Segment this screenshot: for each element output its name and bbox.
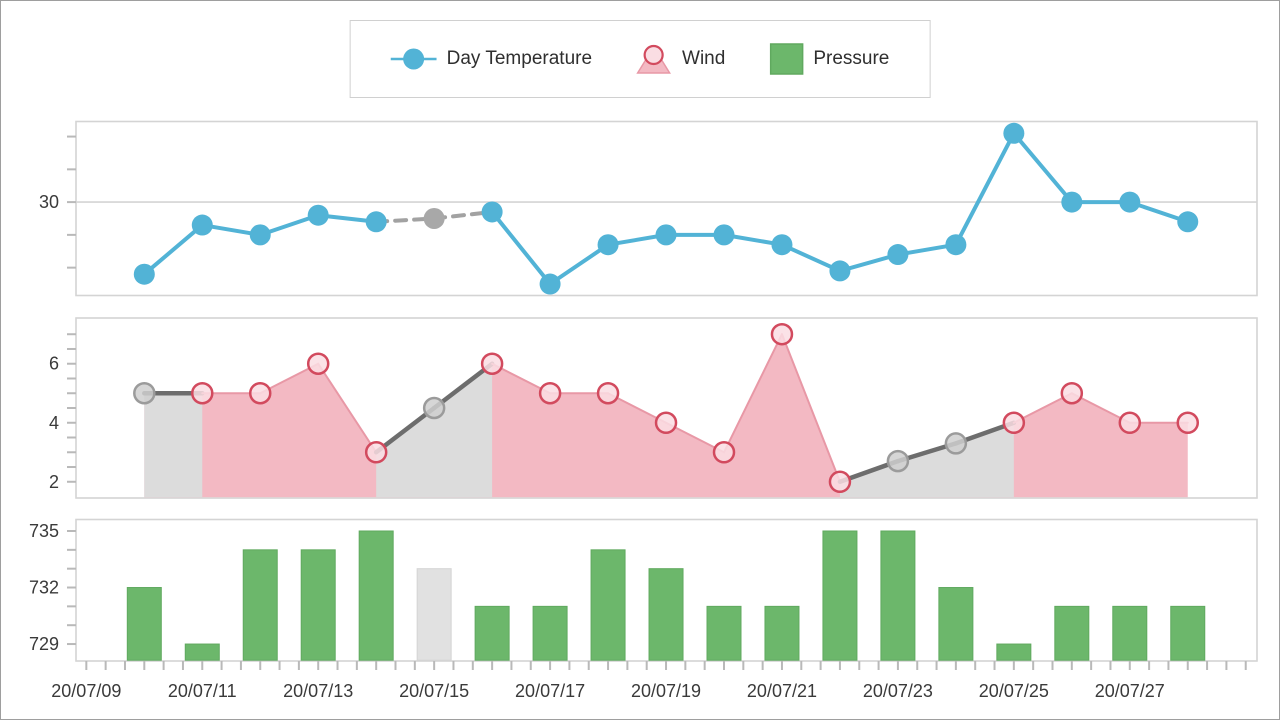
pressure-bar-20/07/18[interactable] — [590, 549, 626, 661]
pressure-bar-20/07/24[interactable] — [938, 587, 974, 661]
pressure-bar-20/07/15[interactable] — [416, 568, 452, 661]
wind-axis-label: 2 — [49, 472, 59, 492]
pressure-bar-20/07/27[interactable] — [1112, 605, 1148, 661]
x-axis-label: 20/07/21 — [747, 681, 817, 701]
pressure-bar-20/07/10[interactable] — [126, 587, 162, 661]
pressure-axis-label: 735 — [29, 521, 59, 541]
x-axis-label: 20/07/11 — [168, 681, 237, 701]
square-marker-icon — [769, 43, 804, 75]
legend-label: Wind — [682, 48, 726, 69]
x-axis-label: 20/07/13 — [283, 681, 353, 701]
pressure-bar-20/07/26[interactable] — [1054, 605, 1090, 661]
x-axis-label: 20/07/15 — [399, 681, 469, 701]
wind-series[interactable] — [133, 322, 1200, 498]
x-axis-label: 20/07/23 — [863, 681, 933, 701]
wind-point-20/07/25[interactable] — [1002, 411, 1026, 435]
wind-area-estimated — [144, 393, 203, 498]
wind-point-20/07/22[interactable] — [828, 470, 852, 494]
legend-item-pressure[interactable]: Pressure — [769, 43, 889, 75]
temperature-point-20/07/15[interactable] — [423, 207, 445, 229]
x-axis-label: 20/07/19 — [631, 681, 701, 701]
temperature-point-20/07/14[interactable] — [365, 211, 387, 233]
temperature-point-20/07/12[interactable] — [249, 224, 271, 246]
temperature-axis-label: 30 — [39, 192, 59, 212]
temperature-pane: 30 — [39, 120, 1258, 297]
pressure-bar-20/07/23[interactable] — [880, 530, 916, 661]
pressure-bar-20/07/17[interactable] — [532, 605, 568, 661]
pressure-pane: 735 732 729 — [29, 518, 1258, 662]
triangle-circle-marker-icon — [636, 44, 672, 75]
pressure-bar-20/07/14[interactable] — [358, 530, 394, 661]
temperature-series[interactable] — [133, 122, 1199, 295]
x-axis-label: 20/07/25 — [979, 681, 1049, 701]
pressure-bar-20/07/21[interactable] — [764, 605, 800, 661]
pressure-axis-label: 729 — [29, 634, 59, 654]
legend-item-temperature[interactable]: Day Temperature — [390, 47, 593, 71]
temperature-point-20/07/25[interactable] — [1003, 122, 1025, 144]
pressure-bar-20/07/16[interactable] — [474, 605, 510, 661]
wind-point-20/07/24[interactable] — [944, 432, 968, 455]
wind-point-20/07/14[interactable] — [364, 441, 388, 464]
pressure-bar-20/07/25[interactable] — [996, 643, 1032, 661]
temperature-point-20/07/27[interactable] — [1119, 191, 1141, 213]
pressure-bar-20/07/20[interactable] — [706, 605, 742, 661]
wind-point-20/07/19[interactable] — [654, 411, 678, 435]
wind-point-20/07/16[interactable] — [480, 352, 504, 375]
temperature-point-20/07/13[interactable] — [307, 204, 329, 226]
x-axis-label: 20/07/09 — [51, 681, 121, 701]
wind-pane: 6 4 2 — [49, 317, 1258, 499]
legend-label: Day Temperature — [446, 48, 593, 69]
temperature-point-20/07/22[interactable] — [829, 260, 851, 282]
wind-point-20/07/27[interactable] — [1118, 411, 1142, 435]
wind-point-20/07/23[interactable] — [886, 449, 910, 473]
chart-legend: Day Temperature Wind Pressure — [349, 20, 931, 98]
pressure-bar-20/07/28[interactable] — [1170, 605, 1206, 661]
temperature-point-20/07/21[interactable] — [771, 234, 793, 256]
x-axis-label: 20/07/27 — [1095, 681, 1165, 701]
wind-area-estimated — [376, 363, 493, 498]
pressure-axis-label: 732 — [29, 578, 59, 598]
wind-point-20/07/13[interactable] — [306, 352, 330, 375]
legend-label: Pressure — [813, 48, 890, 69]
pressure-bar-20/07/12[interactable] — [242, 549, 278, 661]
temperature-point-20/07/17[interactable] — [539, 273, 561, 295]
temperature-point-20/07/24[interactable] — [945, 234, 967, 256]
temperature-point-20/07/11[interactable] — [191, 214, 213, 236]
pressure-series[interactable] — [126, 530, 1206, 661]
pressure-bar-20/07/22[interactable] — [822, 530, 858, 661]
wind-point-20/07/12[interactable] — [248, 381, 272, 405]
temperature-point-20/07/10[interactable] — [133, 263, 155, 285]
wind-axis-label: 4 — [49, 413, 59, 433]
wind-point-20/07/26[interactable] — [1060, 381, 1084, 405]
wind-point-20/07/18[interactable] — [596, 381, 620, 405]
wind-point-20/07/15[interactable] — [422, 396, 446, 420]
temperature-point-20/07/18[interactable] — [597, 234, 619, 256]
temperature-point-20/07/20[interactable] — [713, 224, 735, 246]
wind-axis-label: 6 — [49, 354, 59, 374]
wind-point-20/07/11[interactable] — [191, 381, 214, 405]
wind-point-20/07/10[interactable] — [133, 381, 156, 405]
legend-item-wind[interactable]: Wind — [636, 44, 725, 75]
x-axis: 20/07/09 20/07/11 20/07/13 20/07/15 20/07/17… — [51, 661, 1247, 701]
wind-point-20/07/20[interactable] — [712, 441, 736, 464]
temperature-point-20/07/19[interactable] — [655, 224, 677, 246]
temperature-point-20/07/26[interactable] — [1061, 191, 1083, 213]
temperature-point-20/07/28[interactable] — [1177, 211, 1199, 233]
pressure-bar-20/07/11[interactable] — [184, 643, 220, 661]
pressure-bar-20/07/19[interactable] — [648, 568, 684, 661]
temperature-point-20/07/23[interactable] — [887, 244, 909, 266]
x-axis-label: 20/07/17 — [515, 681, 585, 701]
line-circle-marker-icon — [390, 47, 437, 71]
wind-area-estimated — [839, 422, 1014, 498]
wind-point-20/07/17[interactable] — [538, 381, 562, 405]
pressure-bar-20/07/13[interactable] — [300, 549, 336, 661]
temperature-point-20/07/16[interactable] — [481, 201, 503, 223]
wind-point-20/07/28[interactable] — [1176, 411, 1200, 435]
wind-point-20/07/21[interactable] — [770, 322, 794, 346]
